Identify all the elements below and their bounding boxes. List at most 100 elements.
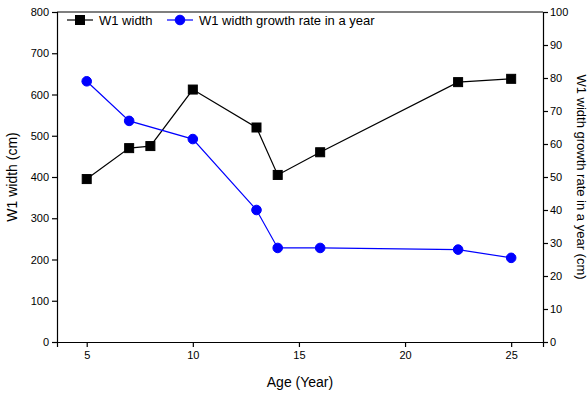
- y-axis: 0 100 200 300 400 500 600 700 800: [31, 6, 58, 348]
- tick-mark: [405, 342, 406, 347]
- tick: 10: [187, 342, 199, 361]
- legend-label: W1 width: [99, 13, 152, 28]
- tick: 100: [31, 295, 57, 307]
- marks: [82, 74, 516, 262]
- y-axis-line: [52, 13, 58, 343]
- tick-mark: [511, 342, 512, 347]
- y2-axis: 0102030405060708090100: [543, 6, 568, 348]
- tick-label: 25: [506, 349, 518, 361]
- tick-mark: [52, 53, 57, 54]
- tick-label: 100: [31, 295, 49, 307]
- point: [188, 134, 198, 144]
- legend: W1 width W1 width growth rate in a year: [67, 13, 375, 28]
- tick-mark: [52, 177, 57, 178]
- point: [506, 253, 516, 263]
- tick: 60: [543, 138, 562, 150]
- x-axis-title: Age (Year): [267, 374, 333, 390]
- tick-label: 15: [293, 349, 305, 361]
- tick-label: 80: [550, 72, 562, 84]
- x-axis: 5 10 15 20 25: [58, 342, 544, 361]
- tick: 70: [543, 105, 562, 117]
- tick-mark: [52, 136, 57, 137]
- plot: 5101520250100200300400500600700800010203…: [31, 6, 569, 361]
- point: [188, 85, 197, 94]
- tick-mark: [193, 342, 194, 347]
- y2-axis-line: [544, 13, 549, 343]
- tick: 50: [543, 171, 562, 183]
- tick-mark: [543, 309, 548, 310]
- tick: 15: [293, 342, 305, 361]
- tick: 90: [543, 39, 562, 51]
- tick-label: 50: [550, 171, 562, 183]
- x-axis-line: [58, 343, 544, 348]
- tick: 800: [31, 6, 57, 18]
- tick: 0: [43, 336, 57, 348]
- y-axis-title: W1 width (cm): [4, 132, 20, 221]
- tick-label: 700: [31, 47, 49, 59]
- point: [453, 245, 463, 255]
- point: [146, 142, 155, 151]
- tick: 300: [31, 212, 57, 224]
- point: [316, 148, 325, 157]
- tick-label: 10: [187, 349, 199, 361]
- tick: 40: [543, 204, 562, 216]
- tick: 600: [31, 89, 57, 101]
- tick-label: 100: [550, 6, 568, 18]
- tick-mark: [543, 12, 548, 13]
- tick-mark: [543, 45, 548, 46]
- tick-mark: [543, 276, 548, 277]
- tick-mark: [52, 301, 57, 302]
- tick-label: 70: [550, 105, 562, 117]
- tick-mark: [543, 342, 548, 343]
- tick-label: 200: [31, 254, 49, 266]
- point: [252, 123, 261, 132]
- point: [273, 170, 282, 179]
- tick-label: 800: [31, 6, 49, 18]
- tick-label: 40: [550, 204, 562, 216]
- tick: 500: [31, 130, 57, 142]
- point: [124, 116, 134, 126]
- tick-mark: [543, 144, 548, 145]
- tick: 20: [543, 270, 562, 282]
- tick-mark: [52, 94, 57, 95]
- tick-label: 10: [550, 303, 562, 315]
- tick: 10: [543, 303, 562, 315]
- point: [252, 205, 262, 215]
- tick-label: 20: [550, 270, 562, 282]
- tick-mark: [543, 78, 548, 79]
- series-line: [87, 81, 511, 258]
- tick-label: 30: [550, 237, 562, 249]
- legend-marker: [175, 15, 185, 25]
- point: [454, 78, 463, 87]
- tick-label: 600: [31, 89, 49, 101]
- tick: 100: [543, 6, 568, 18]
- tick-mark: [52, 342, 57, 343]
- tick-mark: [543, 210, 548, 211]
- tick: 400: [31, 171, 57, 183]
- tick-mark: [87, 342, 88, 347]
- point: [82, 77, 92, 87]
- tick-label: 5: [84, 349, 90, 361]
- tick-mark: [543, 177, 548, 178]
- tick-label: 0: [43, 336, 49, 348]
- point: [507, 74, 516, 83]
- tick: 80: [543, 72, 562, 84]
- tick-mark: [52, 12, 57, 13]
- tick-mark: [52, 218, 57, 219]
- tick-label: 90: [550, 39, 562, 51]
- tick-label: 400: [31, 171, 49, 183]
- tick-mark: [299, 342, 300, 347]
- legend-label: W1 width growth rate in a year: [199, 13, 375, 28]
- tick: 30: [543, 237, 562, 249]
- legend-marker: [76, 16, 85, 25]
- chart: 5101520250100200300400500600700800010203…: [0, 0, 587, 405]
- point: [315, 243, 325, 253]
- tick: 5: [84, 342, 90, 361]
- point: [125, 144, 134, 153]
- tick: 700: [31, 47, 57, 59]
- point: [273, 243, 283, 253]
- tick-label: 20: [399, 349, 411, 361]
- tick: 20: [399, 342, 411, 361]
- tick-label: 300: [31, 212, 49, 224]
- tick-label: 60: [550, 138, 562, 150]
